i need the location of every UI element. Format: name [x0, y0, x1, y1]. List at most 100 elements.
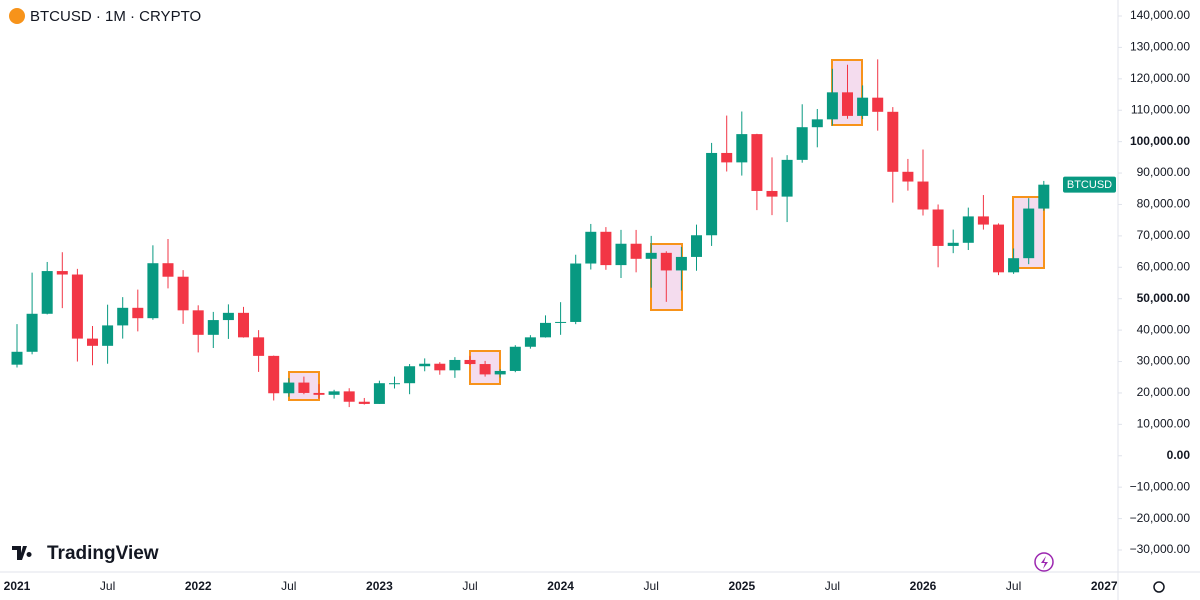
- candle-body: [781, 159, 793, 197]
- y-tick-label: 50,000.00: [1137, 291, 1191, 305]
- candle-body: [540, 322, 551, 338]
- candle-body: [615, 243, 627, 266]
- candle-body: [26, 313, 38, 352]
- y-tick-label: 80,000.00: [1137, 197, 1191, 211]
- x-tick-label: Jul: [100, 579, 115, 593]
- candle-body: [71, 274, 83, 339]
- y-tick-label: 90,000.00: [1137, 165, 1191, 179]
- coin-icon: [9, 8, 25, 24]
- candle-body: [1038, 184, 1050, 209]
- candle-body: [283, 382, 295, 394]
- candle-body: [932, 209, 944, 246]
- candle-body: [977, 216, 989, 225]
- candle-body: [449, 359, 461, 371]
- assistant-icon-bolt: [1041, 556, 1048, 569]
- y-tick-label: 60,000.00: [1137, 259, 1191, 273]
- candle-body: [645, 252, 657, 259]
- x-tick-label: Jul: [1006, 579, 1021, 593]
- candle-body: [524, 337, 536, 347]
- price-tag: BTCUSD: [1063, 176, 1116, 193]
- y-tick-label: 70,000.00: [1137, 228, 1191, 242]
- candle-body: [494, 370, 506, 375]
- candle-body: [117, 307, 129, 326]
- y-tick-label: 100,000.00: [1130, 134, 1190, 148]
- candle-body: [434, 363, 446, 371]
- candle-body: [721, 152, 733, 163]
- y-tick-label: 40,000.00: [1137, 322, 1191, 336]
- x-tick-label: 2025: [728, 579, 755, 593]
- x-tick-label: 2026: [910, 579, 937, 593]
- candle-body: [857, 97, 869, 116]
- candle-body: [766, 190, 778, 197]
- y-tick-label: −30,000.00: [1130, 542, 1191, 556]
- highlights: [288, 59, 1045, 401]
- candle-body: [268, 355, 280, 394]
- price-tag-box: [1063, 176, 1116, 193]
- candle-body: [87, 338, 98, 346]
- candle-body: [373, 383, 385, 404]
- candle-body: [479, 364, 491, 375]
- candle-body: [796, 127, 808, 160]
- y-tick-label: 0.00: [1167, 448, 1191, 462]
- candle-body: [207, 320, 219, 335]
- y-tick-label: 130,000.00: [1130, 40, 1190, 54]
- x-tick-label: 2023: [366, 579, 393, 593]
- candle-body: [298, 382, 310, 393]
- candle-body: [147, 263, 159, 319]
- candle-body: [1008, 258, 1020, 273]
- x-tick-label: 2022: [185, 579, 212, 593]
- candle-body: [811, 119, 823, 128]
- candle-body: [917, 181, 929, 210]
- candle-body: [464, 359, 476, 365]
- candle-body: [11, 351, 23, 365]
- candle-body: [328, 391, 340, 395]
- candle-body: [192, 310, 204, 335]
- candle-body: [162, 263, 174, 277]
- candle-body: [389, 383, 400, 385]
- candle-body: [555, 321, 567, 323]
- x-tick-label: 2021: [4, 579, 31, 593]
- candle-body: [177, 276, 189, 311]
- logo-icon: [12, 546, 32, 560]
- candle-body: [902, 171, 914, 182]
- candle-body: [706, 152, 718, 236]
- candle-body: [736, 134, 748, 163]
- settings-icon[interactable]: [1153, 581, 1165, 593]
- candles: [11, 59, 1050, 408]
- chart-title: BTCUSD · 1M · CRYPTO: [30, 8, 201, 25]
- y-tick-label: 140,000.00: [1130, 8, 1190, 22]
- candle-body: [570, 263, 582, 322]
- candle-body: [993, 224, 1004, 273]
- y-tick-label: 30,000.00: [1137, 354, 1191, 368]
- x-tick-label: 2027: [1091, 579, 1118, 593]
- candle-body: [887, 111, 899, 172]
- candle-body: [600, 231, 612, 266]
- candle-body: [56, 271, 68, 275]
- candle-body: [691, 235, 702, 257]
- candle-body: [585, 231, 597, 264]
- candle-body: [41, 271, 53, 314]
- y-tick-label: 10,000.00: [1137, 417, 1191, 431]
- candle-body: [826, 92, 838, 120]
- x-tick-label: 2024: [547, 579, 574, 593]
- y-tick-label: −10,000.00: [1130, 479, 1191, 493]
- candle-body: [962, 216, 974, 243]
- candle-body: [751, 134, 763, 191]
- candle-body: [872, 97, 884, 112]
- candle-body: [238, 312, 249, 338]
- assistant-icon[interactable]: [1034, 552, 1054, 572]
- candle-body: [509, 346, 521, 371]
- candle-body: [1023, 208, 1035, 259]
- x-tick-label: Jul: [281, 579, 296, 593]
- candle-body: [630, 243, 642, 259]
- price-tag-label: BTCUSD: [1067, 179, 1112, 191]
- candle-body: [419, 363, 431, 367]
- candle-body: [102, 325, 114, 346]
- y-tick-label: −20,000.00: [1130, 511, 1191, 525]
- candle-body: [947, 242, 959, 246]
- x-tick-label: Jul: [462, 579, 477, 593]
- candle-body: [253, 337, 265, 356]
- watermark: TradingView: [47, 543, 159, 564]
